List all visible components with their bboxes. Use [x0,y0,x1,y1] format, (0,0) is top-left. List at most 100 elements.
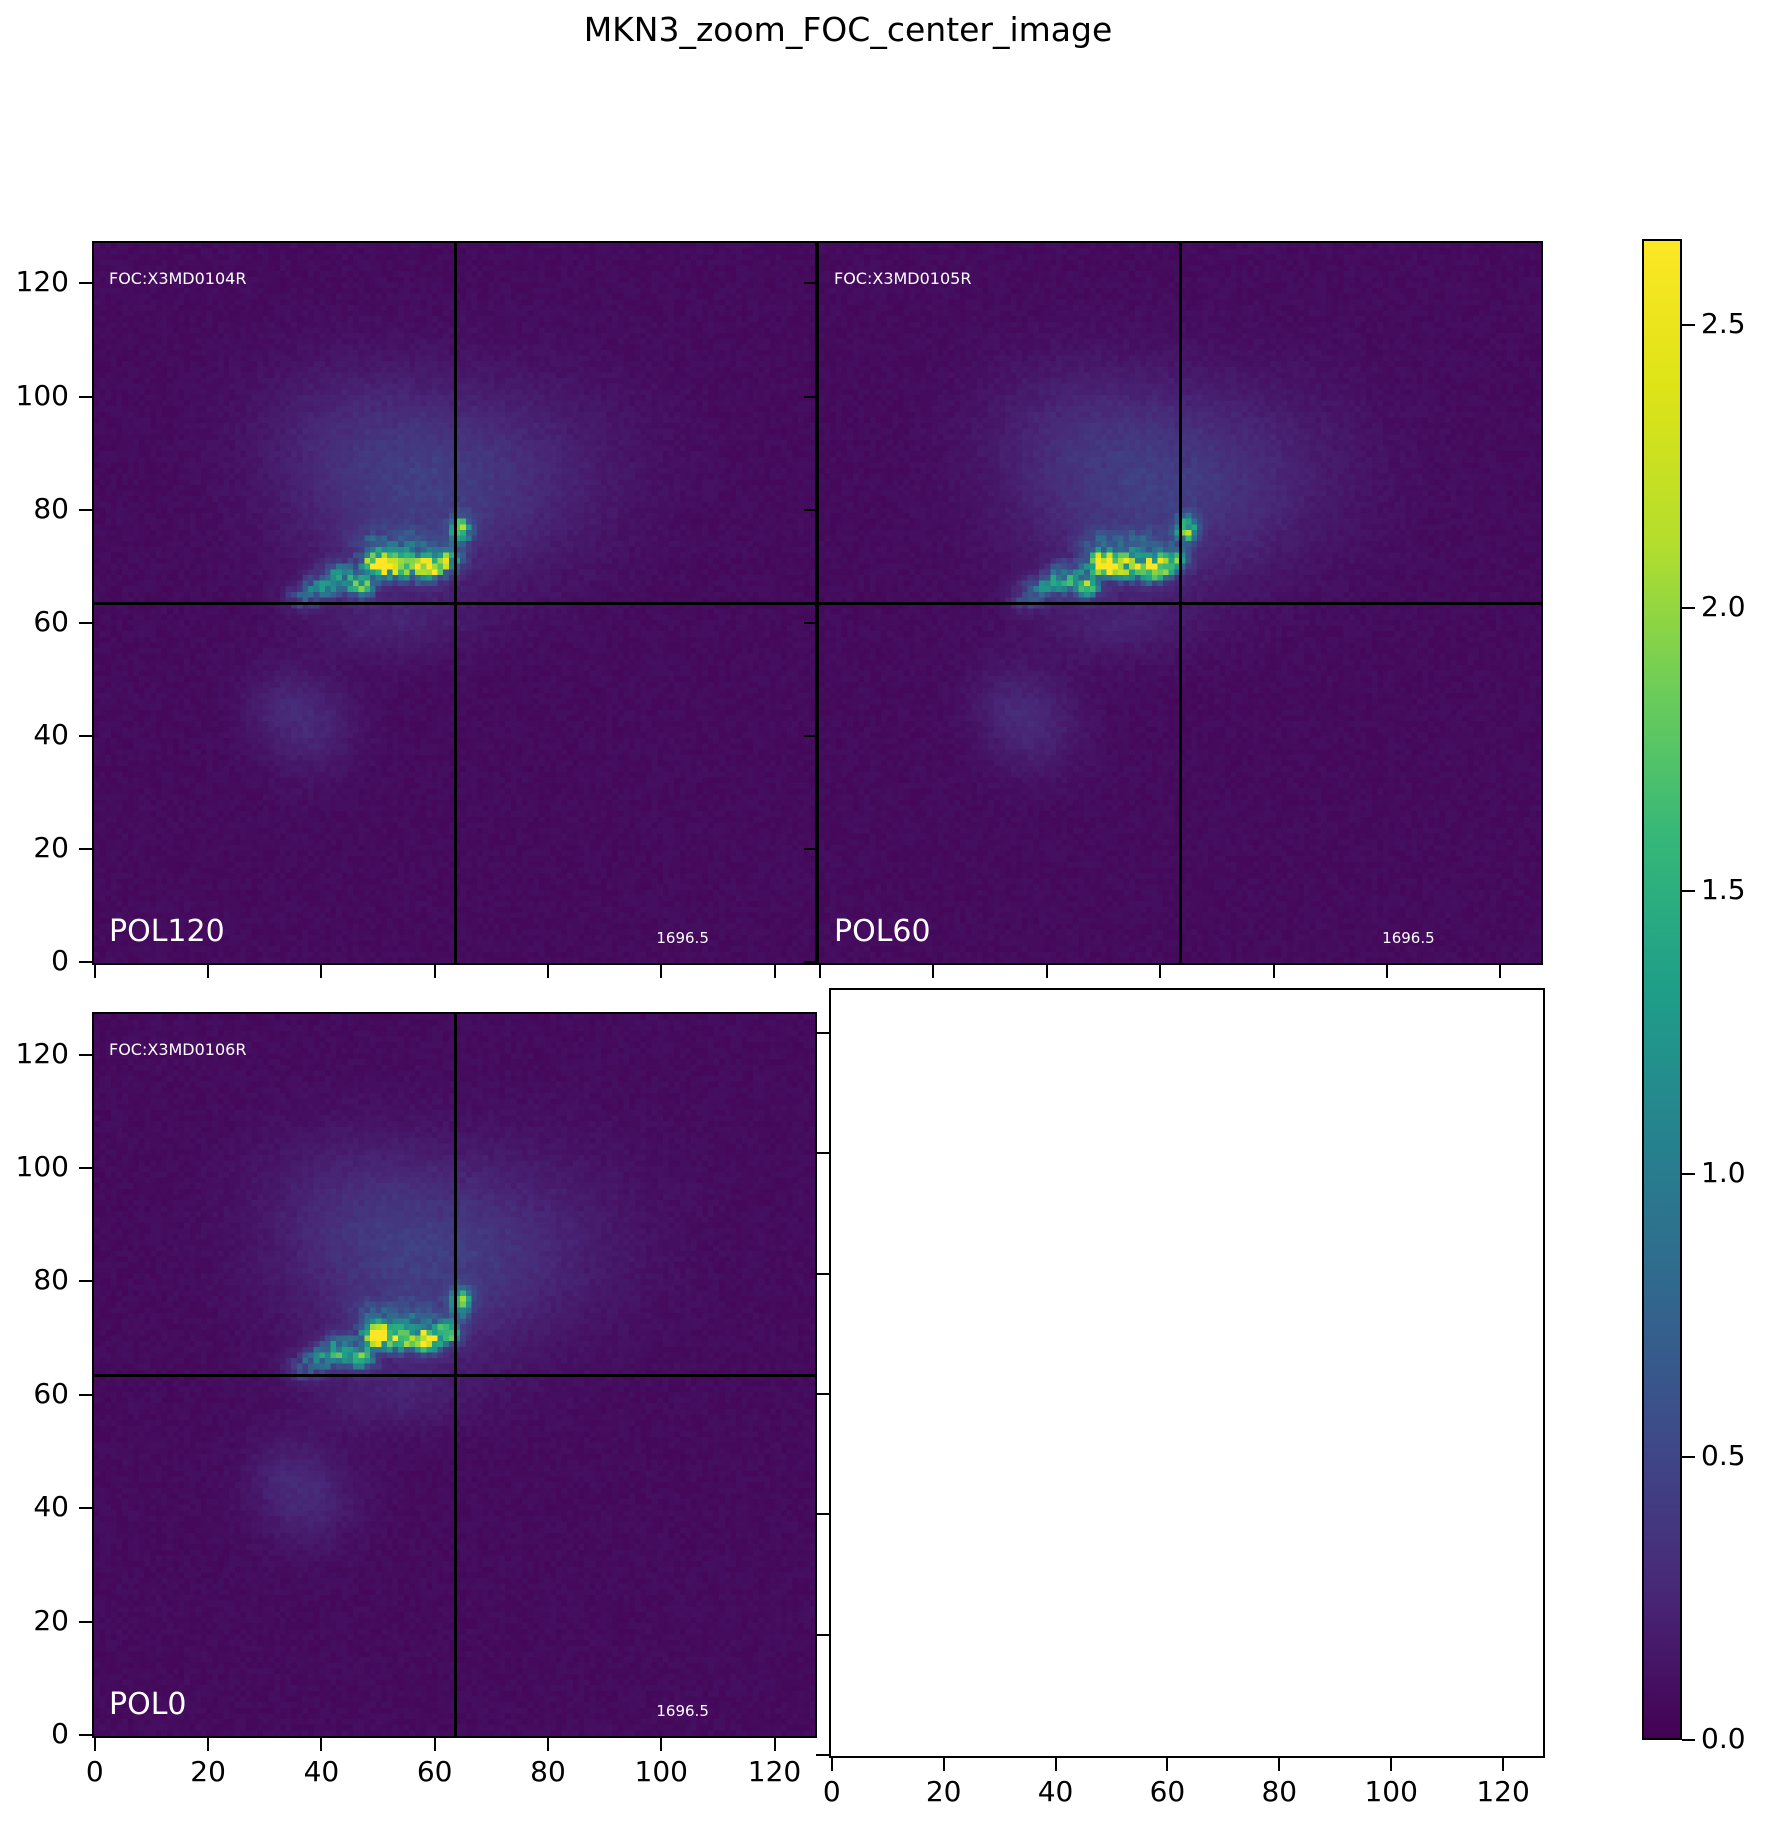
tick-label: 0 [822,1775,841,1808]
polarization-label: POL0 [109,1687,187,1722]
tick-mark [79,1280,92,1283]
tick-label: 60 [416,1755,453,1788]
tick-mark [1272,965,1275,978]
tick-mark [804,734,817,737]
tick-mark [816,1152,829,1155]
tick-mark [1499,965,1502,978]
tick-mark [932,965,935,978]
tick-mark [816,1753,829,1756]
tick-mark [1166,1758,1169,1771]
tick-label: 100 [15,378,69,412]
colorbar-tick-label: 0.0 [1701,1722,1746,1755]
tick-label: 60 [33,1376,69,1410]
figure-title: MKN3_zoom_FOC_center_image [583,10,1113,49]
tick-mark [804,848,817,851]
tick-mark [804,395,817,398]
tick-label: 0 [51,944,69,978]
tick-label: 120 [1476,1775,1530,1808]
tick-mark [660,965,663,978]
crosshair-horizontal [94,602,815,605]
colorbar-tick-label: 0.5 [1701,1439,1746,1472]
polarization-label: POL60 [834,914,931,949]
tick-mark [818,965,821,978]
colorbar-tick-label: 2.5 [1701,307,1746,341]
tick-mark [79,508,92,511]
exposure-value-label: 1696.5 [656,929,709,947]
colorbar-tick-label: 1.0 [1701,1156,1746,1189]
tick-label: 40 [33,717,69,751]
tick-mark [1159,965,1162,978]
tick-mark [93,965,96,978]
polarization-label: POL120 [109,914,225,949]
tick-label: 80 [33,1263,69,1297]
tick-mark [79,1166,92,1169]
tick-mark [804,508,817,511]
tick-label: 100 [15,1149,69,1183]
tick-mark [79,395,92,398]
tick-mark [93,1738,96,1751]
tick-mark [433,1738,436,1751]
tick-label: 20 [190,1755,226,1788]
tick-label: 0 [51,1717,69,1751]
tick-mark [1045,965,1048,978]
tick-mark [79,1734,92,1737]
tick-label: 100 [1364,1775,1418,1808]
tick-label: 60 [33,604,69,638]
tick-mark [804,282,817,285]
tick-mark [207,965,210,978]
tick-mark [1502,1758,1505,1771]
crosshair-horizontal [819,602,1541,605]
tick-mark [816,1272,829,1275]
tick-mark [830,1758,833,1771]
tick-mark [79,734,92,737]
tick-mark [816,1633,829,1636]
tick-mark [804,961,817,964]
tick-mark [1682,1739,1695,1741]
tick-label: 20 [33,831,69,865]
tick-mark [1682,607,1695,610]
foc-id-label: FOC:X3MD0104R [109,269,247,288]
tick-label: 120 [15,265,69,299]
tick-mark [816,1032,829,1035]
tick-label: 40 [303,1755,340,1788]
tick-mark [804,621,817,624]
tick-mark [546,965,549,978]
tick-mark [1682,1173,1695,1175]
tick-label: 120 [15,1036,69,1070]
colorbar-tick-label: 1.5 [1701,873,1746,907]
tick-label: 40 [33,1490,69,1524]
tick-mark [433,965,436,978]
tick-label: 0 [85,1755,104,1788]
tick-label: 20 [925,1775,962,1808]
tick-mark [1390,1758,1393,1771]
foc-id-label: FOC:X3MD0106R [109,1040,247,1059]
tick-label: 80 [1261,1775,1298,1808]
panel-pol60: FOC:X3MD0105R POL60 1696.5 [817,241,1543,965]
tick-mark [1054,1758,1057,1771]
tick-mark [816,1393,829,1396]
tick-mark [816,1513,829,1516]
tick-mark [79,1507,92,1510]
tick-mark [79,1053,92,1056]
tick-label: 80 [530,1755,566,1788]
tick-mark [1682,1456,1695,1458]
tick-mark [546,1738,549,1751]
colorbar-tick-label: 2.0 [1701,590,1746,624]
tick-label: 40 [1037,1775,1074,1808]
foc-id-label: FOC:X3MD0105R [834,269,972,288]
tick-mark [320,1738,323,1751]
exposure-value-label: 1696.5 [656,1702,709,1720]
tick-label: 20 [33,1603,69,1637]
tick-mark [773,965,776,978]
tick-mark [942,1758,945,1771]
panel-pol0: FOC:X3MD0106R POL0 1696.5 [92,1012,817,1738]
panel-empty [829,988,1545,1758]
tick-mark [207,1738,210,1751]
colorbar [1642,239,1682,1740]
tick-mark [1386,965,1389,978]
exposure-value-label: 1696.5 [1382,929,1435,947]
tick-mark [79,961,92,964]
tick-label: 80 [33,491,69,525]
tick-mark [79,1393,92,1396]
